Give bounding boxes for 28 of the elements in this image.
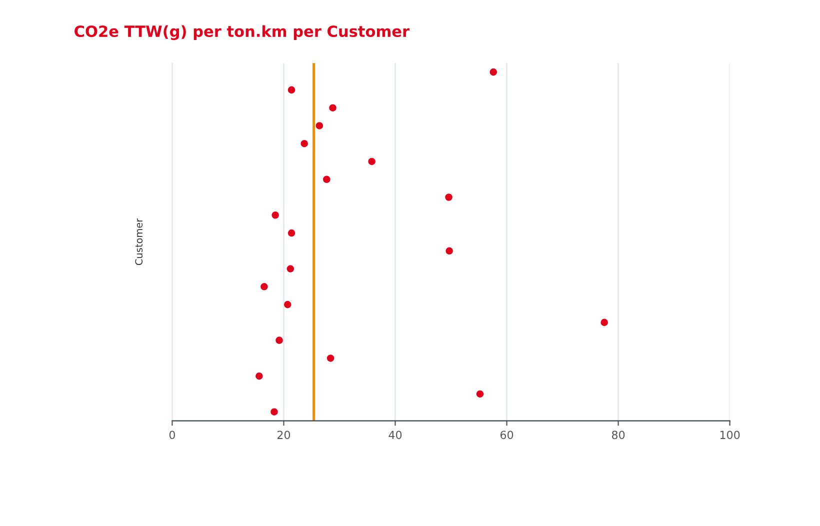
point <box>276 336 283 344</box>
point <box>288 86 296 94</box>
point <box>288 229 296 237</box>
x-tick-label: 40 <box>388 430 402 440</box>
point <box>326 354 334 362</box>
point <box>368 158 376 166</box>
x-tick-label: 60 <box>500 430 514 440</box>
point <box>260 283 268 290</box>
point <box>446 247 453 255</box>
point <box>445 194 452 201</box>
x-tick-label: 80 <box>612 430 625 440</box>
point <box>272 211 279 219</box>
point <box>300 140 308 148</box>
x-tick-label: 0 <box>169 430 175 440</box>
point <box>490 68 498 76</box>
y-axis-title: Customer <box>135 218 143 266</box>
point <box>270 408 278 416</box>
point <box>286 265 294 272</box>
point <box>329 104 336 112</box>
x-tick-label: 100 <box>720 430 740 440</box>
chart-title: CO2e TTW(g) per ton.km per Customer <box>74 25 410 40</box>
point <box>256 372 263 380</box>
x-tick-label: 20 <box>277 430 290 440</box>
point <box>284 300 292 308</box>
point <box>323 176 330 184</box>
point <box>316 122 324 130</box>
point <box>476 390 484 398</box>
point <box>600 318 608 326</box>
